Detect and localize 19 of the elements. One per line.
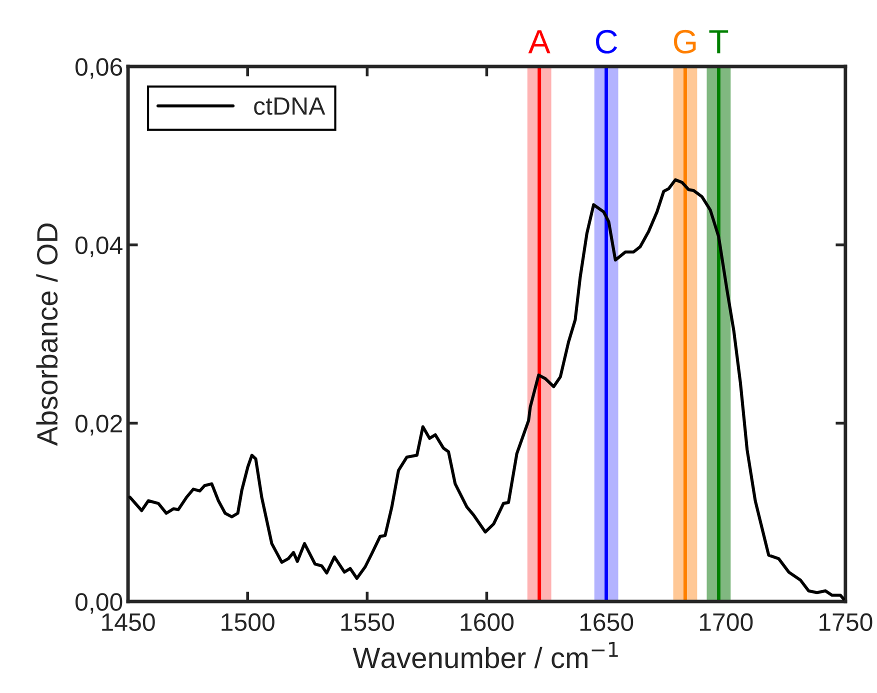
x-tick-label: 1500 — [222, 613, 274, 631]
line-series — [128, 178, 846, 600]
x-tick-label: 1550 — [341, 613, 394, 631]
y-tick-label: 0,00 — [76, 593, 122, 614]
y-axis-title: Absorbance / OD — [36, 224, 58, 446]
ref-line-label: T — [709, 30, 728, 54]
legend-label: ctDNA — [254, 97, 326, 115]
x-tick-label: 1750 — [820, 613, 872, 631]
ref-line-label: A — [528, 30, 550, 54]
y-tick-label: 0,02 — [76, 414, 122, 436]
y-tick-label: 0,06 — [76, 58, 122, 79]
x-tick-label: 1700 — [700, 613, 753, 631]
x-tick-label: 1450 — [102, 613, 155, 631]
x-axis-title: Wavenumber / cm$^{−1}$ — [352, 642, 618, 668]
x-tick-label: 1650 — [580, 613, 634, 631]
ref-line-label: C — [596, 30, 618, 54]
x-tick-label: 1600 — [460, 613, 514, 631]
ref-line-label: G — [674, 30, 696, 54]
y-tick-label: 0,04 — [76, 236, 122, 258]
